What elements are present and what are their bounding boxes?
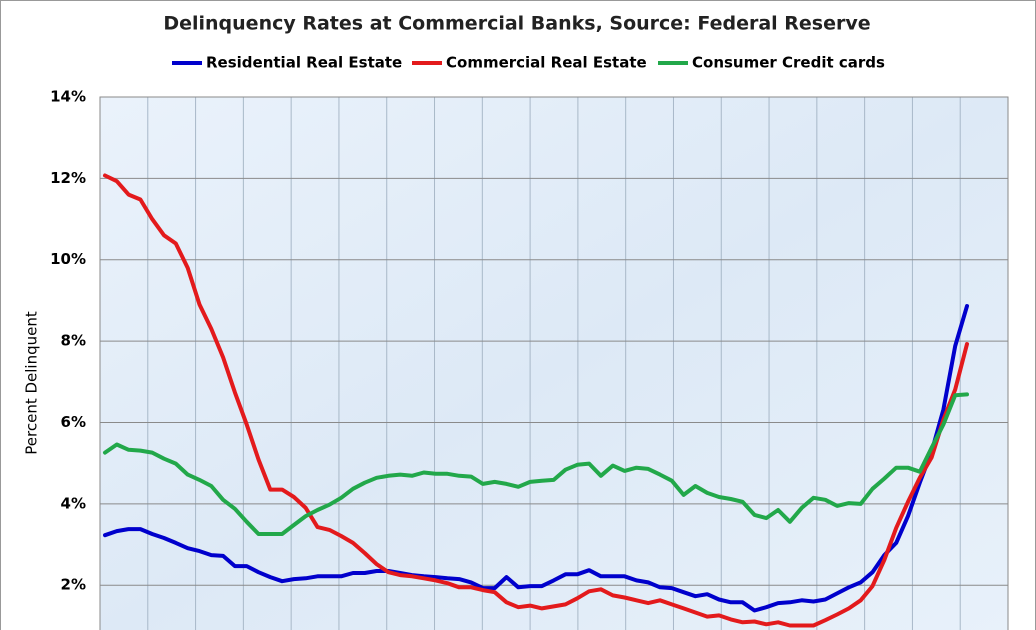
series-line bbox=[103, 392, 969, 536]
plot-area bbox=[99, 96, 1009, 630]
y-tick-label: 12% bbox=[50, 169, 86, 187]
series-line bbox=[103, 304, 969, 613]
legend-label: Commercial Real Estate bbox=[446, 54, 647, 72]
legend-label: Residential Real Estate bbox=[206, 54, 402, 72]
chart-title: Delinquency Rates at Commercial Banks, S… bbox=[163, 13, 870, 35]
y-axis-label: Percent Delinquent bbox=[23, 311, 41, 455]
y-tick-label: 6% bbox=[61, 413, 86, 431]
series-line bbox=[103, 173, 969, 628]
y-tick-label: 14% bbox=[50, 88, 86, 106]
y-tick-label: 10% bbox=[50, 250, 86, 268]
legend-label: Consumer Credit cards bbox=[692, 54, 885, 72]
y-tick-label: 2% bbox=[61, 576, 86, 594]
y-tick-label: 4% bbox=[61, 494, 86, 512]
y-tick-label: 8% bbox=[61, 332, 86, 350]
